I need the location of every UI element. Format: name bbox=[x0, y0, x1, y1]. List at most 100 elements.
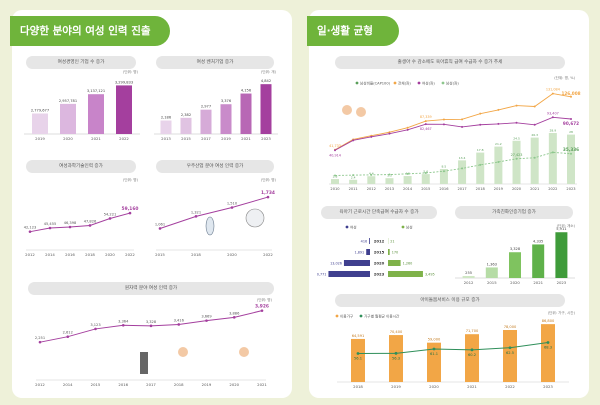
data-point bbox=[28, 230, 32, 233]
bar bbox=[512, 140, 521, 184]
data-label: 28.9 bbox=[550, 129, 557, 133]
chart-parental-leave: 남성비율(CAP100) 전체(좌) 여성(좌) 남성(좌) 2.8 2010 2.4 201… bbox=[329, 80, 581, 191]
tick-label: 2021 bbox=[257, 382, 267, 387]
data-label: 47,826 bbox=[84, 219, 97, 223]
chart-reduced-hours: 여성 남성 2012 416 21 2015 1,891 170 2020 13,026 1,260… bbox=[317, 224, 435, 277]
data-label: 3,123 bbox=[90, 323, 100, 327]
data-point bbox=[461, 118, 464, 121]
card-reduced-hours: 육아기 근로시간 단축급여 수급자 수 증가 여성 남성 2012 416 21 2015… bbox=[317, 206, 441, 288]
legend-label: 여성(좌) bbox=[422, 80, 435, 85]
bar bbox=[439, 169, 448, 184]
rocket-icon bbox=[205, 216, 215, 236]
data-label: 20,771 bbox=[317, 273, 326, 277]
data-point bbox=[570, 118, 572, 121]
tick-label: 2018 bbox=[353, 384, 363, 389]
data-point bbox=[461, 167, 464, 170]
tick-label: 2019 bbox=[35, 136, 45, 141]
tick-label: 2021 bbox=[530, 187, 539, 191]
chart-female-scientist: 42,123 2012 45,455 2014 46,398 2016 47,826 2018… bbox=[24, 206, 139, 257]
data-label: 1,510 bbox=[227, 202, 238, 206]
tick-label: 2021 bbox=[241, 136, 251, 141]
legend-label: 남성(좌) bbox=[446, 80, 459, 85]
legend-swatch bbox=[335, 314, 339, 318]
legend-label: 남성비율(CAP100) bbox=[360, 80, 391, 85]
bar bbox=[541, 324, 555, 382]
data-label: 4.4 bbox=[369, 172, 374, 176]
data-label: 3,669 bbox=[201, 315, 212, 319]
legend-swatch bbox=[355, 81, 359, 85]
data-label: 61.1 bbox=[430, 352, 438, 356]
tick-label: 2015 bbox=[374, 250, 385, 255]
data-label: 126,008 bbox=[561, 91, 580, 96]
bar bbox=[485, 267, 498, 278]
legend-label: 가구별 월평균 이용시간 bbox=[364, 313, 400, 318]
series-line bbox=[357, 342, 549, 355]
data-point bbox=[533, 105, 536, 108]
data-label: 54,221 bbox=[104, 212, 117, 216]
bar bbox=[240, 93, 252, 134]
data-point bbox=[194, 215, 198, 218]
unit-label: (단위: 개소) bbox=[556, 224, 575, 228]
data-label: 2,186 bbox=[161, 116, 172, 120]
data-label: 2.8 bbox=[333, 175, 338, 179]
family-illustration-icon bbox=[342, 105, 352, 115]
data-point bbox=[406, 126, 409, 129]
tick-label: 2010 bbox=[330, 187, 340, 191]
tick-label: 2020 bbox=[429, 384, 439, 389]
data-label: 90,672 bbox=[563, 121, 579, 126]
data-point bbox=[461, 125, 464, 128]
legend-label: 남성 bbox=[406, 224, 413, 229]
data-point bbox=[177, 323, 181, 326]
data-label: 255 bbox=[465, 271, 472, 275]
data-point bbox=[406, 128, 409, 131]
bar bbox=[200, 109, 212, 134]
data-label: 70,400 bbox=[390, 330, 403, 334]
tick-label: 2013 bbox=[161, 136, 171, 141]
data-point bbox=[352, 139, 355, 142]
unit-label: (단위: 명) bbox=[122, 70, 138, 74]
data-point bbox=[424, 120, 427, 123]
card-female-venture: 여성 벤처기업 증가 (단위: 개) 2,186 2013 2,382 2015 2,9… bbox=[150, 56, 280, 146]
card-nuclear: 원자력 분야 여성 인력 증가 (단위: 명) 2,251 2012 2,612 20… bbox=[20, 282, 282, 390]
data-point bbox=[68, 225, 72, 229]
bar bbox=[116, 85, 132, 134]
data-label: 3.3 bbox=[387, 174, 392, 178]
tick-label: 2020 bbox=[105, 252, 115, 257]
series-line bbox=[334, 116, 572, 151]
data-point bbox=[158, 227, 162, 230]
data-label: 60.2 bbox=[468, 353, 476, 357]
unit-label: (단위: 명) bbox=[260, 178, 276, 182]
bar bbox=[403, 176, 412, 184]
tick-label: 2015 bbox=[421, 187, 430, 191]
tick-label: 2020 bbox=[227, 252, 237, 257]
data-point bbox=[479, 123, 482, 126]
data-label: 3,328 bbox=[146, 320, 157, 324]
data-label: 82,467 bbox=[420, 127, 432, 131]
tick-label: 2016 bbox=[439, 187, 449, 191]
data-point bbox=[266, 195, 270, 199]
chart-female-ceo: 2,779,677 2019 2,957,781 2020 3,137,121 2021 3… bbox=[24, 80, 140, 141]
data-point bbox=[508, 346, 512, 350]
data-label: 1,321 bbox=[191, 210, 201, 214]
tick-label: 2023 bbox=[374, 272, 385, 277]
chart-title: 아이돌봄서비스 이용 규모 증가 bbox=[335, 294, 565, 307]
data-label: 28 bbox=[569, 130, 573, 134]
data-point bbox=[48, 226, 52, 230]
tick-label: 2022 bbox=[263, 252, 273, 257]
unit-label: (단위: 가구, 시간) bbox=[547, 311, 575, 315]
bar bbox=[351, 338, 365, 382]
tick-label: 2014 bbox=[45, 252, 55, 257]
cooling-tower-icon bbox=[140, 352, 148, 374]
tick-label: 2015 bbox=[91, 382, 101, 387]
tick-label: 2018 bbox=[85, 252, 95, 257]
data-point bbox=[388, 131, 391, 134]
data-point bbox=[370, 173, 373, 176]
tick-label: 2020 bbox=[63, 136, 73, 141]
data-label: 68.3 bbox=[544, 346, 552, 350]
right-panel-title: 일·생활 균형 확산 bbox=[307, 16, 399, 67]
data-label: 3,364 bbox=[118, 319, 129, 323]
legend-label: 여성 bbox=[350, 224, 357, 229]
tick-label: 2019 bbox=[221, 136, 231, 141]
legend-swatch bbox=[401, 225, 405, 229]
tick-label: 2015 bbox=[181, 136, 191, 141]
